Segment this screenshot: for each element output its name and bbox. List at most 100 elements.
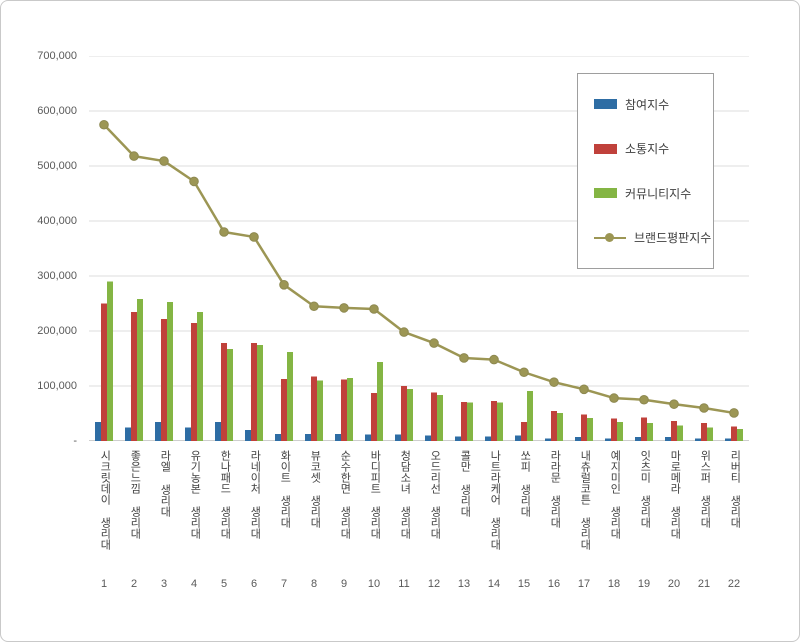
line-marker [249, 232, 259, 242]
category-label-text: 나트라케어 생리대 [488, 450, 501, 550]
bar-community [497, 402, 503, 441]
bar-participation [155, 421, 161, 441]
x-axis-category-labels: 시크릿데이 생리대 좋은느낌 생리대 라엘 생리대 유기농본 생리대 한나패드 생리대 라… [89, 450, 749, 574]
line-marker [609, 393, 619, 403]
bar-participation [545, 438, 551, 441]
category-label-text: 내츄럴코튼 생리대 [578, 450, 591, 550]
category-label-text: 라네이처 생리대 [248, 450, 261, 539]
bar-community [377, 361, 383, 441]
bar-participation [695, 438, 701, 441]
bar-participation [665, 437, 671, 441]
rank-number: 7 [280, 578, 288, 590]
rank-number: 20 [667, 578, 681, 590]
y-tick-label: 500,000 [37, 160, 77, 172]
bar-participation [455, 436, 461, 441]
rank-number: 11 [398, 578, 410, 590]
category-label: 라라문 생리대 [539, 450, 569, 574]
category-label-text: 좋은느낌 생리대 [128, 450, 141, 539]
legend-label-brand-reputation: 브랜드평판지수 [634, 231, 712, 246]
category-label-text: 잇츠미 생리대 [638, 450, 651, 528]
category-label-text: 시크릿데이 생리대 [98, 450, 111, 550]
line-swatch-dot [605, 232, 614, 242]
line-marker [639, 394, 649, 405]
line-marker [429, 338, 439, 348]
rank-number: 2 [130, 578, 138, 590]
rank-number: 10 [367, 578, 381, 590]
category-label-text: 오드리선 생리대 [428, 450, 441, 539]
bar-participation [575, 437, 581, 441]
line-marker [219, 227, 229, 237]
category-label: 라엘 생리대 [149, 450, 179, 574]
rank-number: 18 [607, 578, 621, 590]
bar-communication [431, 392, 437, 441]
rank-number: 21 [697, 578, 711, 590]
bar-communication [701, 422, 707, 441]
bar-communication [521, 421, 527, 441]
line-marker [369, 304, 379, 314]
line-marker [99, 119, 109, 130]
y-tick-label: 100,000 [37, 380, 77, 392]
line-marker [579, 384, 589, 395]
bar-communication [581, 414, 587, 441]
category-label-text: 뷰코셋 생리대 [308, 450, 321, 528]
category-label-text: 마로메라 생리대 [668, 450, 681, 539]
category-label-text: 리버티 생리대 [728, 450, 741, 528]
y-tick-label: 400,000 [37, 215, 77, 227]
bar-participation [95, 421, 101, 441]
bar-communication [101, 303, 107, 441]
bar-community [467, 402, 473, 441]
line-marker [549, 377, 559, 387]
x-axis-rank-numbers: 1 2 3 4 5 6 7 8 9 10 11 12 13 14 15 16 17 18 19 20 21 22 [89, 578, 749, 592]
category-label: 화이트 생리대 [269, 450, 299, 574]
bar-participation [425, 435, 431, 441]
community-swatch [594, 188, 617, 199]
bar-community [437, 394, 443, 441]
bar-communication [611, 418, 617, 441]
category-label: 유기농본 생리대 [179, 450, 209, 574]
category-label: 콜만 생리대 [449, 450, 479, 574]
category-label: 예지미인 생리대 [599, 450, 629, 574]
category-label-text: 유기농본 생리대 [188, 450, 201, 539]
line-marker [129, 151, 139, 161]
bar-community [557, 412, 563, 441]
y-tick-label: - [73, 435, 77, 447]
rank-number: 5 [220, 578, 228, 590]
bar-communication [671, 421, 677, 441]
line-marker [279, 280, 289, 290]
bar-community [677, 425, 683, 441]
bar-community [257, 344, 263, 441]
bar-participation [485, 436, 491, 441]
category-label-text: 순수한면 생리대 [338, 450, 351, 539]
line-marker [729, 408, 739, 418]
bar-communication [341, 379, 347, 441]
rank-number: 14 [487, 578, 501, 590]
participation-swatch [594, 99, 617, 110]
rank-number: 19 [637, 578, 651, 590]
legend-item-community: 커뮤니티지수 [594, 185, 707, 202]
rank-number: 15 [517, 578, 531, 590]
y-tick-label: 600,000 [37, 105, 77, 117]
category-label-text: 위스퍼 생리대 [698, 450, 711, 528]
category-label-text: 라라문 생리대 [548, 450, 561, 528]
bar-community [587, 417, 593, 441]
bar-communication [191, 322, 197, 441]
line-marker [399, 327, 409, 337]
bar-community [647, 422, 653, 441]
category-label: 라네이처 생리대 [239, 450, 269, 574]
bar-communication [281, 378, 287, 441]
category-label: 바디피트 생리대 [359, 450, 389, 574]
bar-community [737, 428, 743, 441]
bar-community [227, 349, 233, 441]
bar-participation [245, 430, 251, 441]
category-label: 오드리선 생리대 [419, 450, 449, 574]
bar-communication [641, 417, 647, 441]
category-label: 내츄럴코튼 생리대 [569, 450, 599, 574]
bar-communication [401, 386, 407, 441]
bars-communication [101, 303, 737, 441]
line-marker [519, 367, 529, 378]
bar-communication [161, 318, 167, 441]
bar-participation [275, 433, 281, 441]
bar-community [317, 380, 323, 441]
bar-participation [635, 437, 641, 441]
bar-community [617, 421, 623, 441]
